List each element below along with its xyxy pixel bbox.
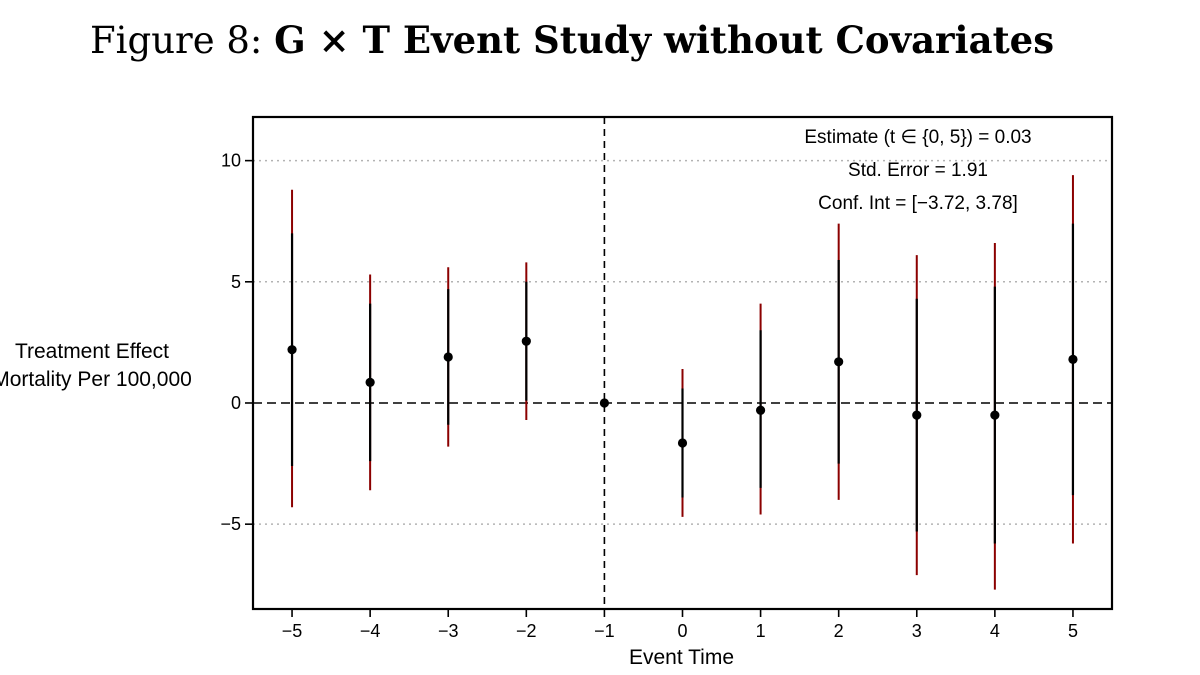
y-tick-label-3: −5 — [220, 514, 241, 534]
annotation-conf-int: Conf. Int = [−3.72, 3.78] — [818, 193, 1018, 214]
x-tick-label-5: 0 — [677, 621, 687, 641]
point-estimate-5 — [677, 438, 688, 448]
x-tick-label-9: 4 — [990, 621, 1000, 641]
point-estimate-9 — [990, 410, 1000, 420]
confidence-intervals — [290, 175, 1075, 590]
y-axis-label-line-1: Treatment Effect — [15, 340, 169, 363]
x-axis-label: Event Time — [629, 646, 734, 669]
x-tick-label-10: 5 — [1068, 621, 1078, 641]
point-estimate-1 — [365, 377, 375, 387]
figure-caption: Figure 8: G × T Event Study without Cova… — [90, 18, 1054, 62]
x-tick-label-7: 2 — [834, 621, 844, 641]
point-estimates — [287, 336, 1078, 448]
point-estimate-4 — [599, 398, 610, 408]
x-tick-label-0: −5 — [282, 621, 303, 641]
point-estimate-7 — [834, 357, 844, 367]
caption-title: G × T Event Study without Covariates — [274, 18, 1055, 62]
x-tick-label-4: −1 — [594, 621, 615, 641]
point-estimate-10 — [1068, 354, 1078, 364]
y-tick-label-0: 10 — [221, 151, 241, 171]
point-estimate-8 — [912, 410, 922, 420]
reference-lines — [253, 117, 1112, 609]
x-tick-label-6: 1 — [756, 621, 766, 641]
grid-layer — [253, 159, 1112, 525]
x-tick-label-1: −4 — [360, 621, 381, 641]
caption-prefix: Figure 8: — [90, 19, 275, 62]
y-axis-label-line-2: Mortality Per 100,000 — [0, 368, 192, 391]
plot-frame — [251, 115, 1114, 611]
x-tick-label-2: −3 — [438, 621, 459, 641]
x-tick-label-3: −2 — [516, 621, 537, 641]
annotation-std-error: Std. Error = 1.91 — [848, 160, 988, 181]
x-axis-ticks: −5 −4 −3 −2 −1 0 1 2 3 4 5 — [282, 609, 1078, 641]
annotation-estimate: Estimate (t ∈ {0, 5}) = 0.03 — [804, 127, 1031, 148]
point-estimate-2 — [443, 352, 453, 362]
y-tick-label-1: 5 — [231, 272, 241, 292]
y-tick-label-2: 0 — [231, 393, 241, 413]
point-estimate-6 — [755, 405, 766, 415]
x-tick-label-8: 3 — [912, 621, 922, 641]
y-axis-ticks: 10 5 0 −5 — [220, 151, 253, 534]
point-estimate-3 — [521, 336, 531, 346]
point-estimate-0 — [287, 345, 297, 355]
